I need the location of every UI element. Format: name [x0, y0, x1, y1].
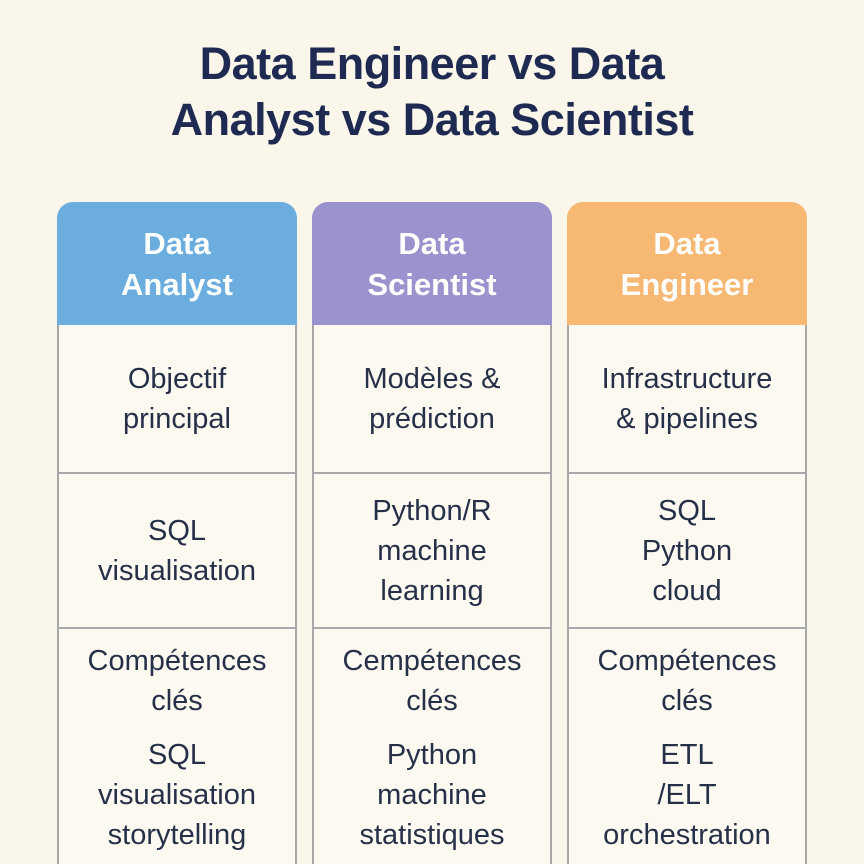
column-header-data-analyst: Data Analyst: [57, 202, 297, 325]
column-data-engineer: Data Engineer Infrastructure & pipelines S…: [567, 202, 807, 864]
cell-scientist-key-skills: Cempétences clés Python machine statistique…: [314, 629, 550, 864]
cell-analyst-key-skills: Compétences clés SQL visualisation storytel…: [59, 629, 295, 864]
cell-scientist-tools: Python/R machine learning: [314, 474, 550, 629]
cell-engineer-tools: SQL Python cloud: [569, 474, 805, 629]
cell-analyst-objective: Objectif principal: [59, 325, 295, 474]
cell-engineer-objective: Infrastructure & pipelines: [569, 325, 805, 474]
key-skills-heading: Cempétences clés: [342, 645, 522, 717]
key-skills-heading: Compétences clés: [87, 645, 267, 717]
key-skills-list: Python machine statistiques: [359, 739, 505, 851]
key-skills-heading: Compétences clés: [597, 645, 777, 717]
page-title: Data Engineer vs Data Analyst vs Data Sci…: [170, 38, 694, 145]
key-skills-list: ETL/ELT orchestration: [603, 739, 771, 851]
column-body-data-engineer: Infrastructure & pipelines SQL Python cloud…: [567, 325, 807, 864]
column-header-data-scientist: Data Scientist: [312, 202, 552, 325]
column-header-data-engineer: Data Engineer: [567, 202, 807, 325]
column-data-scientist: Data Scientist Modèles & prédiction Python…: [312, 202, 552, 864]
key-skills-list: SQL visualisation storytelling: [98, 739, 256, 851]
column-body-data-scientist: Modèles & prédiction Python/R machine learn…: [312, 325, 552, 864]
cell-engineer-key-skills: Compétences clés ETL/ELT orchestration: [569, 629, 805, 864]
cell-analyst-tools: SQL visualisation: [59, 474, 295, 629]
column-data-analyst: Data Analyst Objectif principal SQL visuali…: [57, 202, 297, 864]
cell-scientist-objective: Modèles & prédiction: [314, 325, 550, 474]
comparison-table: Data Analyst Objectif principal SQL visuali…: [57, 202, 807, 864]
column-body-data-analyst: Objectif principal SQL visualisation Compé…: [57, 325, 297, 864]
